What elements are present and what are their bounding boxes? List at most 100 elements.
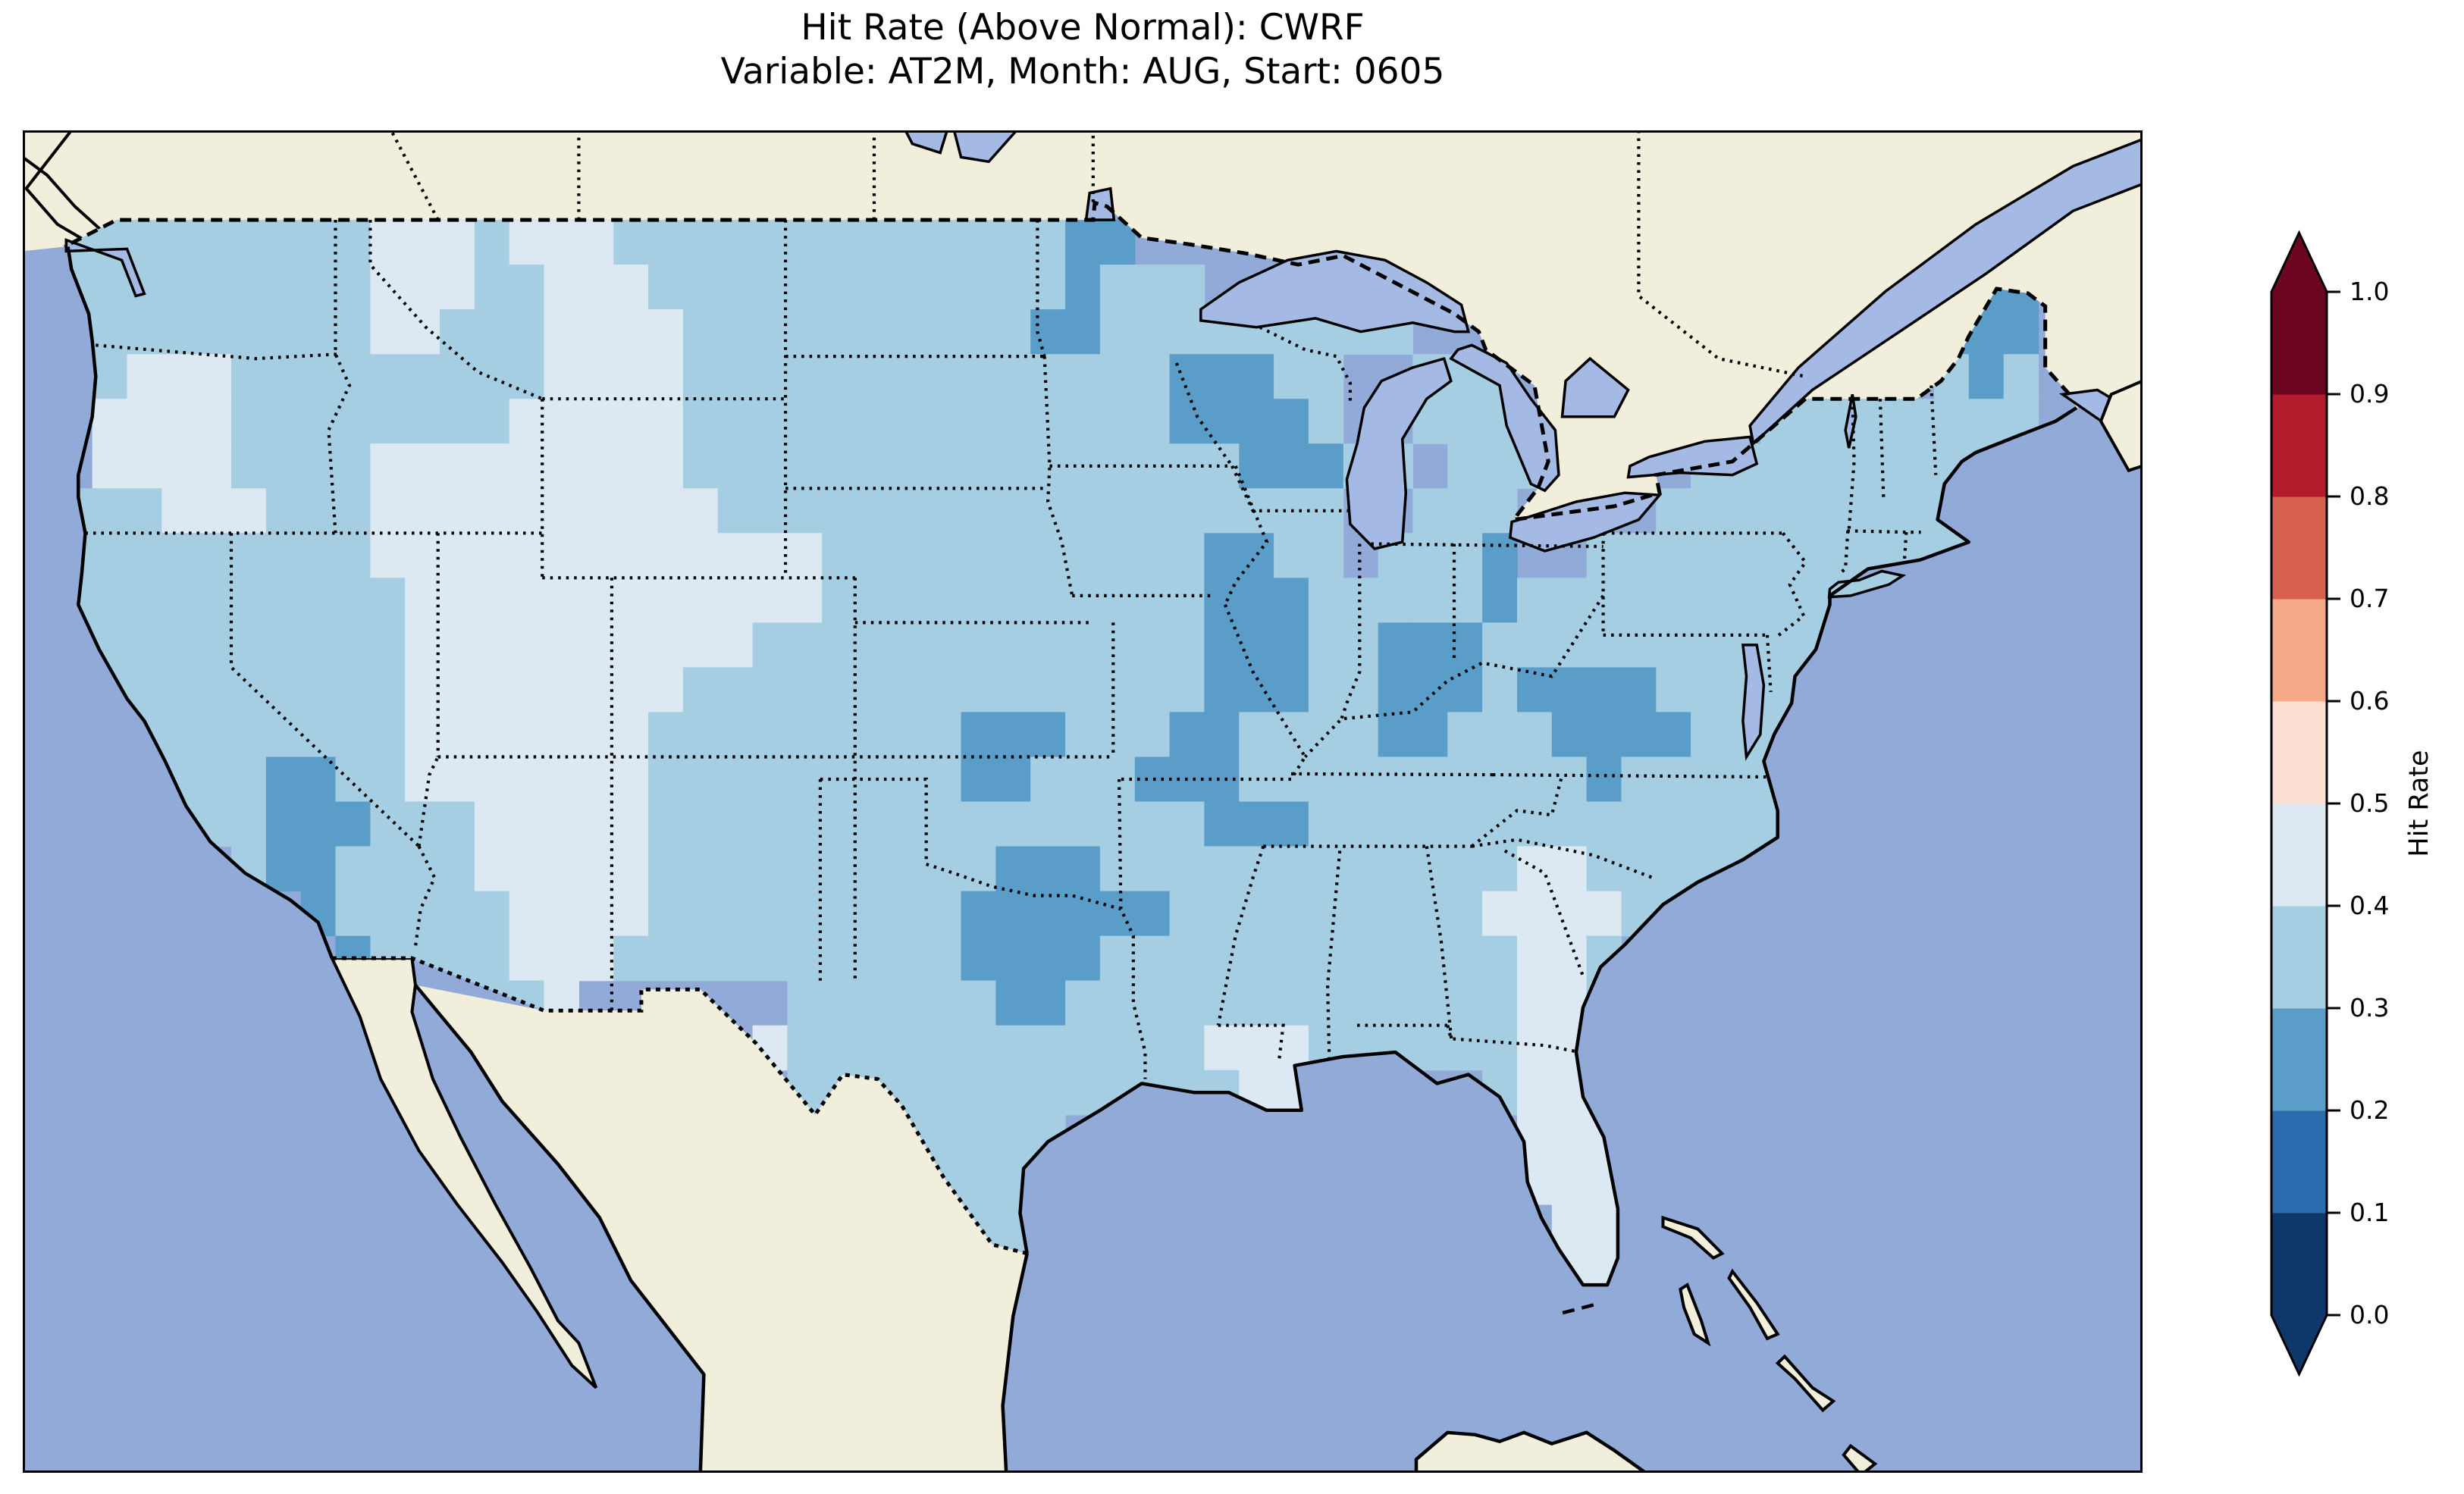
- grid-cell: [474, 443, 510, 489]
- grid-cell: [648, 443, 684, 489]
- grid-cell: [857, 354, 892, 399]
- grid-cell: [926, 399, 962, 444]
- grid-cell: [1030, 1070, 1066, 1116]
- grid-cell: [1378, 801, 1414, 847]
- grid-cell: [857, 935, 892, 982]
- grid-cell: [544, 578, 579, 623]
- grid-cell: [440, 622, 475, 669]
- grid-cell: [648, 667, 684, 713]
- grid-cell: [370, 891, 406, 937]
- grid-cell: [1482, 578, 1518, 623]
- grid-cell: [1030, 265, 1066, 310]
- state-border-line: [926, 863, 1121, 911]
- grid-cell: [961, 533, 997, 578]
- grid-cell: [1065, 1070, 1101, 1116]
- grid-cell: [995, 846, 1031, 892]
- grid-cell: [1621, 667, 1657, 713]
- grid-cell: [1204, 846, 1240, 892]
- grid-cell: [1656, 622, 1691, 669]
- grid-cell: [857, 891, 892, 937]
- grid-cell: [440, 712, 475, 758]
- grid-cell: [1169, 265, 1205, 310]
- grid-cell: [1551, 891, 1588, 937]
- colorbar-tick-label: 0.8: [2350, 481, 2389, 511]
- grid-cell: [1899, 399, 1935, 444]
- grid-cell: [1134, 399, 1171, 444]
- grid-cell: [1239, 935, 1274, 982]
- grid-cell: [1204, 488, 1240, 534]
- grid-cell: [1412, 980, 1448, 1026]
- st-lawrence: [1748, 137, 2143, 446]
- grid-cell: [92, 354, 128, 399]
- grid-cell: [891, 980, 927, 1026]
- grid-cell: [1691, 622, 1726, 669]
- grid-cell: [1239, 354, 1274, 399]
- bahamas-island: [1679, 1283, 1711, 1347]
- grid-cell: [578, 309, 614, 355]
- grid-cell: [127, 443, 162, 489]
- grid-cell: [231, 488, 267, 534]
- grid-cell: [1412, 533, 1448, 578]
- grid-cell: [509, 667, 545, 713]
- grid-cell: [1551, 1204, 1588, 1250]
- grid-cell: [509, 309, 545, 355]
- grid-cell: [1099, 488, 1136, 534]
- grid-cell: [787, 980, 823, 1026]
- grid-cell: [1065, 354, 1101, 399]
- grid-cell: [1239, 846, 1274, 892]
- grid-cell: [474, 846, 510, 892]
- state-border-line: [1765, 634, 1773, 693]
- grid-cell: [1239, 712, 1274, 758]
- grid-cell: [440, 399, 475, 444]
- grid-cell: [544, 399, 579, 444]
- grid-cell: [440, 220, 475, 265]
- state-border-line: [368, 220, 544, 401]
- great-lake: [952, 130, 1019, 164]
- grid-cell: [578, 265, 614, 310]
- grid-cell: [1656, 846, 1691, 892]
- grid-cell: [1517, 980, 1553, 1026]
- grid-cell: [995, 712, 1031, 758]
- grid-cell: [474, 265, 510, 310]
- grid-cell: [474, 935, 510, 982]
- grid-cell: [300, 801, 337, 847]
- grid-cell: [857, 533, 892, 578]
- grid-cell: [1517, 891, 1553, 937]
- grid-cell: [1099, 980, 1136, 1026]
- grid-cell: [822, 756, 857, 803]
- grid-cell: [717, 443, 754, 489]
- bahamas-island: [1775, 1354, 1836, 1413]
- chart-title: Hit Rate (Above Normal): CWRF Variable: …: [23, 6, 2143, 94]
- grid-cell: [682, 801, 719, 847]
- grid-cell: [1239, 980, 1274, 1026]
- grid-cell: [822, 980, 857, 1026]
- grid-cell: [995, 533, 1031, 578]
- grid-cell: [1065, 712, 1101, 758]
- grid-cell: [648, 354, 684, 399]
- grid-cell: [1239, 622, 1274, 669]
- grid-cell: [578, 712, 614, 758]
- grid-cell: [440, 443, 475, 489]
- grid-cell: [1482, 1025, 1518, 1071]
- grid-cell: [891, 354, 927, 399]
- grid-cell: [995, 801, 1031, 847]
- grid-cell: [265, 399, 302, 444]
- grid-cell: [1099, 622, 1136, 669]
- grid-cell: [1378, 846, 1414, 892]
- grid-cell: [405, 667, 440, 713]
- grid-cell: [92, 488, 128, 534]
- grid-cell: [822, 265, 857, 310]
- colorbar-label: Hit Rate: [2404, 750, 2434, 857]
- grid-cell: [1169, 935, 1205, 982]
- grid-cell: [613, 846, 649, 892]
- grid-cell: [682, 354, 719, 399]
- grid-cell: [405, 354, 440, 399]
- grid-cell: [1308, 443, 1344, 489]
- grid-cell: [995, 265, 1031, 310]
- grid-cell: [1551, 846, 1588, 892]
- grid-cell: [1586, 846, 1622, 892]
- grid-cell: [1099, 309, 1136, 355]
- grid-cell: [613, 578, 649, 623]
- grid-cell: [1030, 220, 1066, 265]
- grid-cell: [1274, 935, 1309, 982]
